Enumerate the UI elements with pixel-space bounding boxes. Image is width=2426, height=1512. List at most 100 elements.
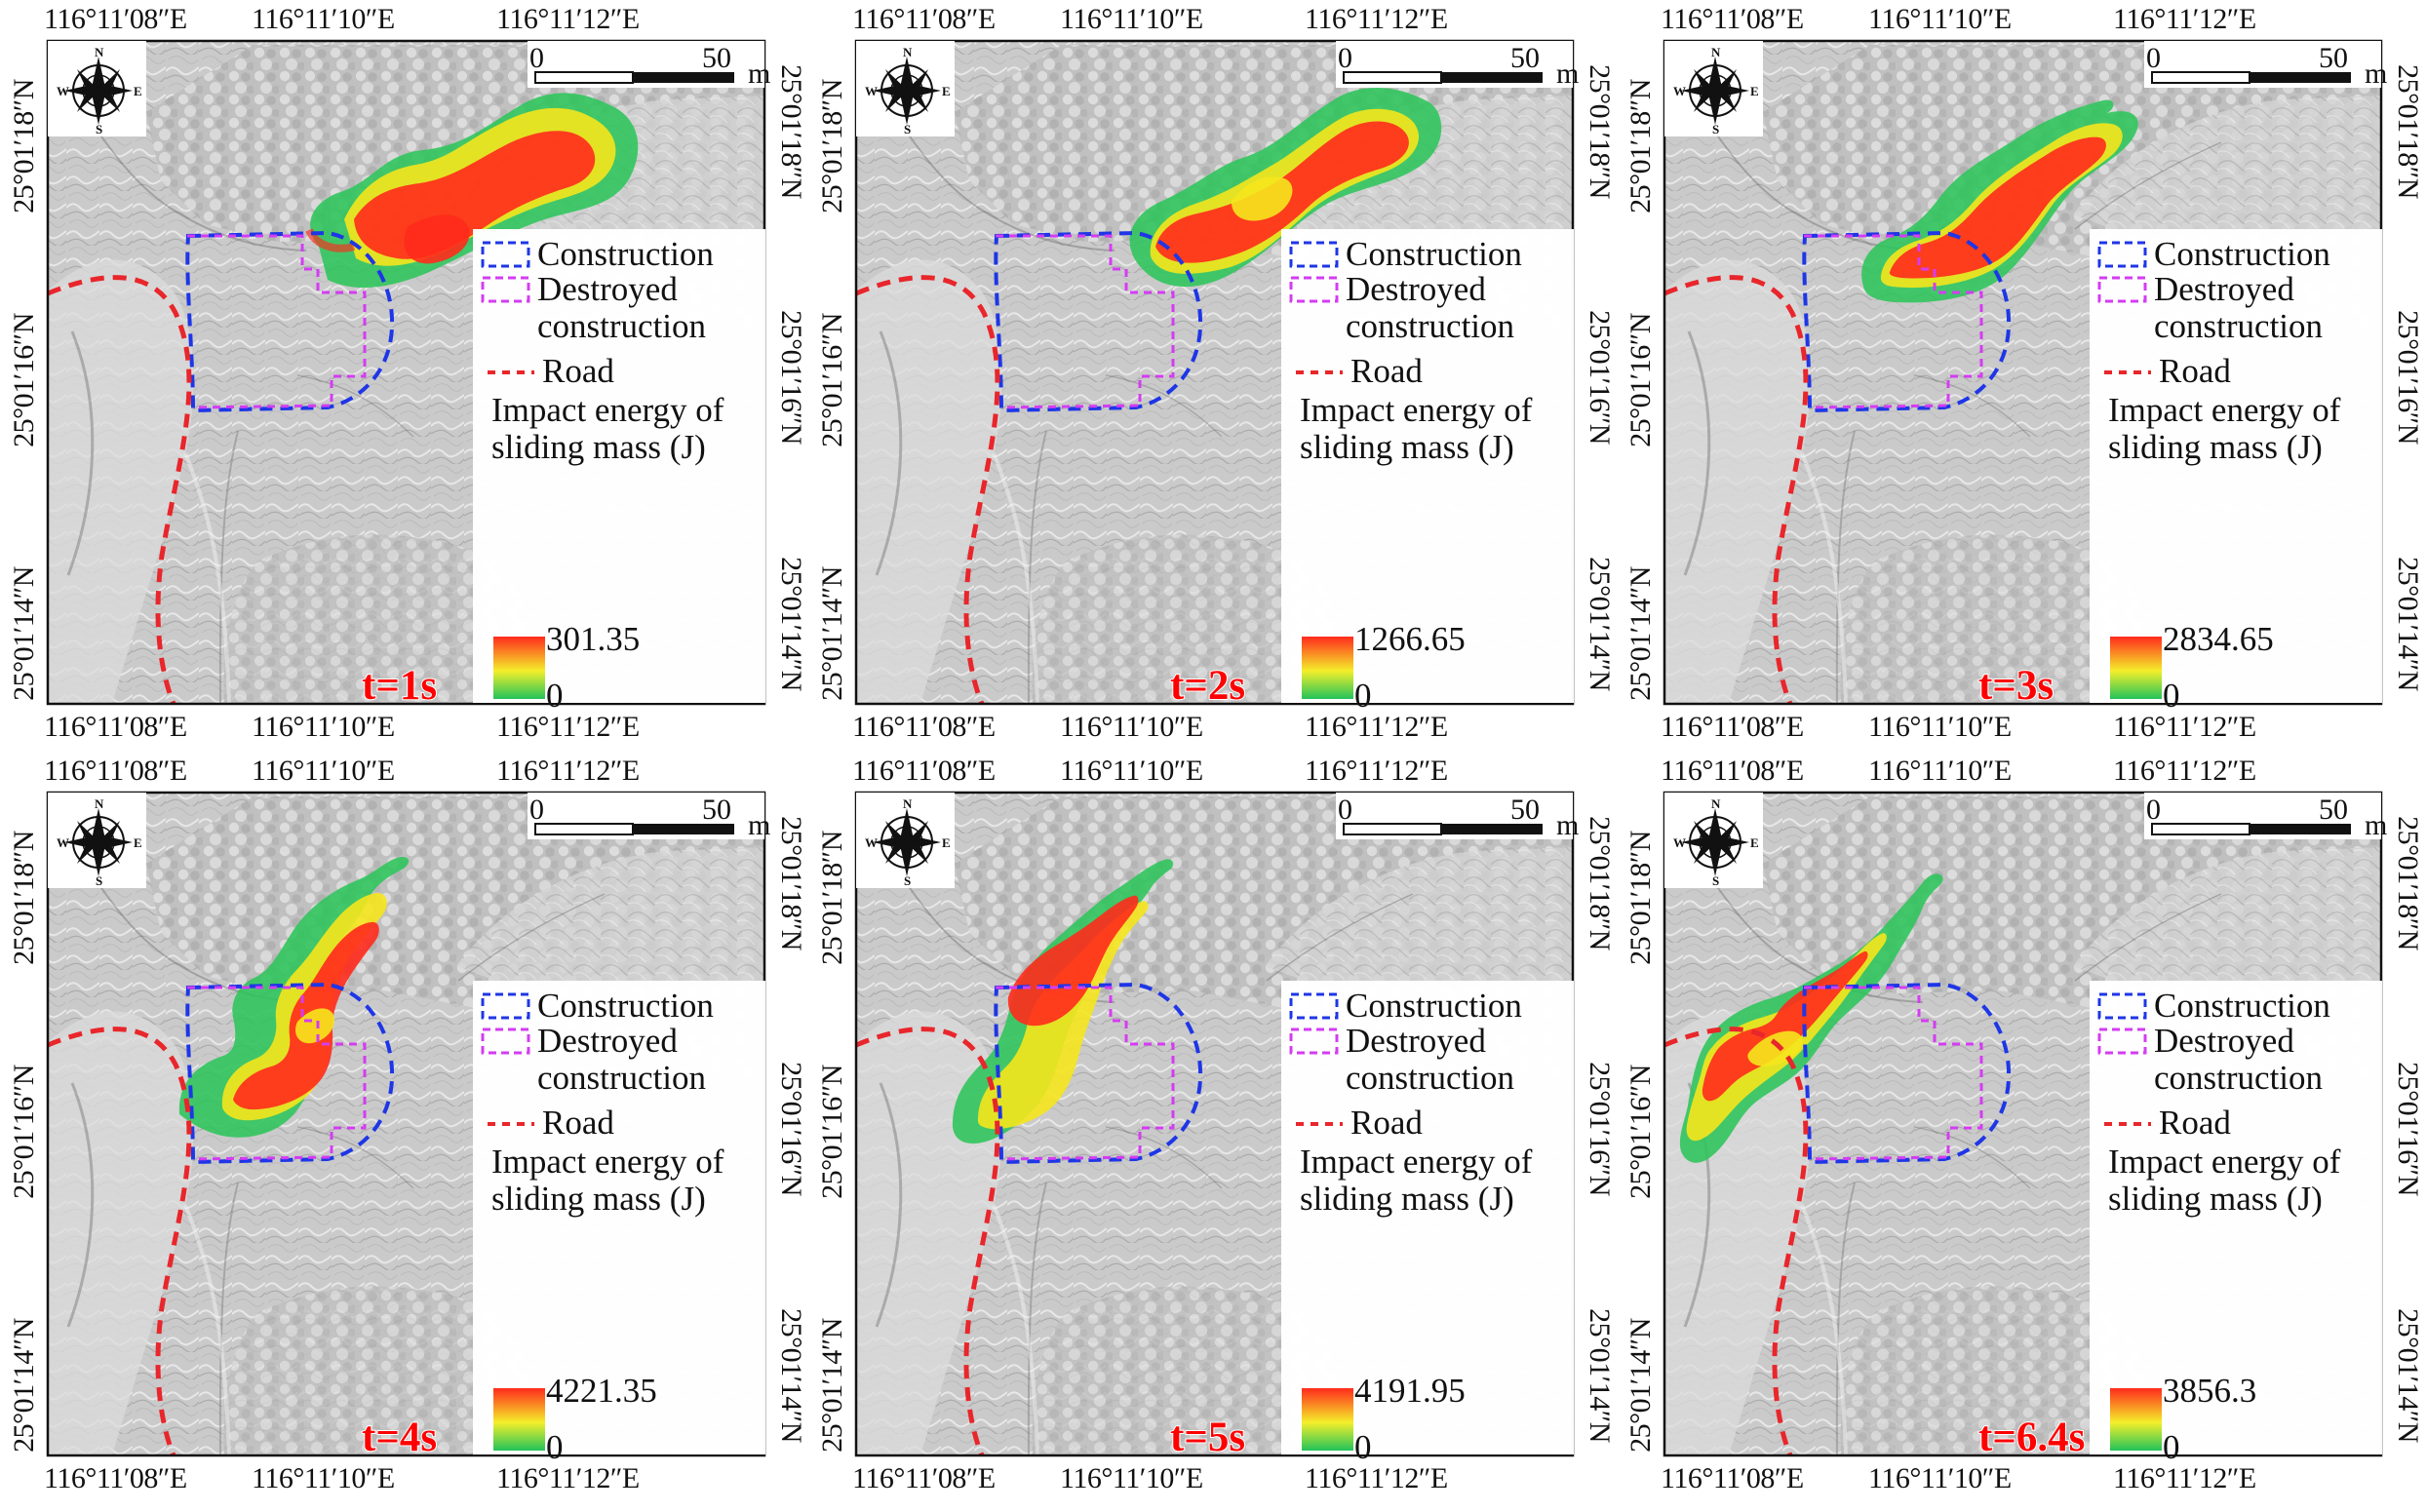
energy-min-label: 0 bbox=[2163, 677, 2180, 715]
right-coordinate-label-1: 25°01′18″N bbox=[2392, 64, 2424, 199]
energy-max-label: 301.35 bbox=[546, 620, 640, 658]
color-ramp-icon bbox=[1302, 1388, 1353, 1451]
top-coordinate-label-3: 116°11′12″E bbox=[2113, 3, 2256, 35]
legend-energy-line-two: sliding mass (J) bbox=[1300, 428, 1514, 466]
scale-unit-label: m bbox=[748, 809, 770, 841]
flow-layer bbox=[1861, 99, 2138, 303]
energy-min-label: 0 bbox=[1354, 677, 1372, 715]
scale-bar-icon bbox=[534, 71, 634, 84]
scale-end-label: 50 bbox=[1510, 42, 1540, 74]
energy-max-label: 4221.35 bbox=[546, 1372, 657, 1410]
scale-bar: 0 50 m bbox=[2144, 793, 2387, 841]
compass-south-label: S bbox=[1712, 873, 1719, 888]
legend-road-label: Road bbox=[542, 1104, 614, 1142]
top-coordinate-label-1: 116°11′08″E bbox=[1661, 3, 1804, 35]
right-coordinate-label-3: 25°01′14″N bbox=[1584, 557, 1616, 691]
destroyed-construction-legend-icon bbox=[1289, 1027, 1339, 1055]
flow-layer bbox=[1129, 87, 1442, 288]
legend-energy-line-two: sliding mass (J) bbox=[2108, 1180, 2323, 1218]
legend-background bbox=[473, 229, 765, 703]
top-coordinate-label-2: 116°11′10″E bbox=[1868, 3, 2012, 35]
bottom-coordinate-label-1: 116°11′08″E bbox=[44, 711, 187, 743]
legend-energy-line-one: Impact energy of bbox=[491, 391, 724, 429]
compass-west-label: W bbox=[1673, 835, 1686, 850]
destroyed-construction-legend-icon bbox=[1289, 276, 1339, 303]
right-coordinate-label-2: 25°01′16″N bbox=[775, 1062, 807, 1196]
legend-construction-label: Construction bbox=[537, 235, 714, 273]
map-panel-svg: N S W E 0 50 m Construction Destroyed co… bbox=[816, 3, 1616, 743]
legend-construction-label: Construction bbox=[1346, 235, 1522, 273]
right-coordinate-label-2: 25°01′16″N bbox=[2392, 1062, 2424, 1196]
left-coordinate-label-2: 25°01′16″N bbox=[1624, 1065, 1657, 1199]
scale-unit-label: m bbox=[2365, 58, 2387, 90]
left-coordinate-label-2: 25°01′16″N bbox=[816, 313, 848, 447]
destroyed-construction-legend-icon bbox=[481, 276, 530, 303]
top-coordinate-label-3: 116°11′12″E bbox=[2113, 755, 2256, 787]
right-coordinate-label-1: 25°01′18″N bbox=[775, 816, 807, 950]
scale-start-label: 0 bbox=[1338, 42, 1352, 74]
legend: Construction Destroyed construction Road… bbox=[2090, 981, 2382, 1466]
legend-background bbox=[473, 981, 765, 1454]
legend-energy-line-one: Impact energy of bbox=[2108, 1143, 2341, 1181]
scale-bar-black-segment bbox=[2250, 824, 2351, 834]
construction-outline bbox=[1802, 982, 2012, 1165]
road-line bbox=[1663, 1027, 1809, 1456]
construction-outline bbox=[1802, 230, 2012, 413]
legend-background bbox=[2090, 981, 2382, 1454]
bottom-coordinate-label-2: 116°11′10″E bbox=[1868, 1462, 2012, 1494]
sliding-mass-flow-area-4 bbox=[404, 214, 470, 264]
legend-destroyed-line-two: construction bbox=[2154, 1059, 2323, 1097]
bottom-coordinate-label-3: 116°11′12″E bbox=[1305, 1462, 1448, 1494]
construction-legend-icon bbox=[1289, 992, 1339, 1020]
energy-min-label: 0 bbox=[546, 1428, 564, 1466]
compass: N S W E bbox=[48, 793, 146, 888]
legend-energy-line-two: sliding mass (J) bbox=[2108, 428, 2323, 466]
energy-min-label: 0 bbox=[2163, 1428, 2180, 1466]
scale-start-label: 0 bbox=[529, 42, 544, 74]
compass-west-label: W bbox=[57, 84, 69, 98]
left-coordinate-label-1: 25°01′18″N bbox=[1624, 831, 1657, 965]
scale-start-label: 0 bbox=[1338, 794, 1352, 826]
right-coordinate-label-2: 25°01′16″N bbox=[1584, 310, 1616, 445]
legend: Construction Destroyed construction Road… bbox=[1281, 229, 1574, 715]
compass-south-label: S bbox=[904, 873, 911, 888]
compass-west-label: W bbox=[1673, 84, 1686, 98]
sliding-mass-flow-area-4 bbox=[1231, 176, 1293, 221]
destroyed-construction-outline bbox=[996, 234, 1175, 409]
top-coordinate-label-3: 116°11′12″E bbox=[496, 755, 640, 787]
construction-outline bbox=[994, 230, 1203, 413]
legend-energy-line-one: Impact energy of bbox=[1300, 1143, 1533, 1181]
compass-east-label: E bbox=[942, 84, 951, 98]
legend-destroyed-line-one: Destroyed bbox=[1346, 1022, 1486, 1060]
legend-road-label: Road bbox=[2159, 1104, 2231, 1142]
scale-start-label: 0 bbox=[2146, 794, 2161, 826]
map-panel-4: N S W E 0 50 m Construction Destroyed co… bbox=[0, 752, 807, 1502]
left-coordinate-label-3: 25°01′14″N bbox=[816, 566, 848, 701]
scale-end-label: 50 bbox=[702, 42, 731, 74]
bottom-coordinate-label-3: 116°11′12″E bbox=[496, 1462, 640, 1494]
construction-legend-icon bbox=[2097, 241, 2147, 268]
compass-north-label: N bbox=[903, 796, 913, 811]
legend-destroyed-line-two: construction bbox=[2154, 307, 2323, 345]
legend-destroyed-line-one: Destroyed bbox=[2154, 1022, 2294, 1060]
legend-energy-line-two: sliding mass (J) bbox=[491, 428, 706, 466]
legend-construction-label: Construction bbox=[537, 987, 714, 1025]
left-coordinate-label-1: 25°01′18″N bbox=[816, 79, 848, 213]
top-coordinate-label-3: 116°11′12″E bbox=[1305, 3, 1448, 35]
compass-north-label: N bbox=[95, 796, 104, 811]
right-coordinate-label-1: 25°01′18″N bbox=[775, 64, 807, 199]
scale-bar-icon bbox=[534, 823, 634, 835]
scale-bar-black-segment bbox=[633, 824, 734, 834]
color-ramp-icon bbox=[493, 1388, 545, 1451]
scale-bar-icon bbox=[1343, 823, 1442, 835]
top-coordinate-label-1: 116°11′08″E bbox=[852, 3, 996, 35]
road-line bbox=[1663, 275, 1809, 705]
scale-end-label: 50 bbox=[702, 794, 731, 826]
destroyed-construction-legend-icon bbox=[481, 1027, 530, 1055]
road-line bbox=[47, 1027, 192, 1456]
right-coordinate-label-3: 25°01′14″N bbox=[775, 557, 807, 691]
scale-start-label: 0 bbox=[529, 794, 544, 826]
top-coordinate-label-1: 116°11′08″E bbox=[44, 755, 187, 787]
right-coordinate-label-3: 25°01′14″N bbox=[2392, 1308, 2424, 1443]
legend-energy-line-two: sliding mass (J) bbox=[1300, 1180, 1514, 1218]
